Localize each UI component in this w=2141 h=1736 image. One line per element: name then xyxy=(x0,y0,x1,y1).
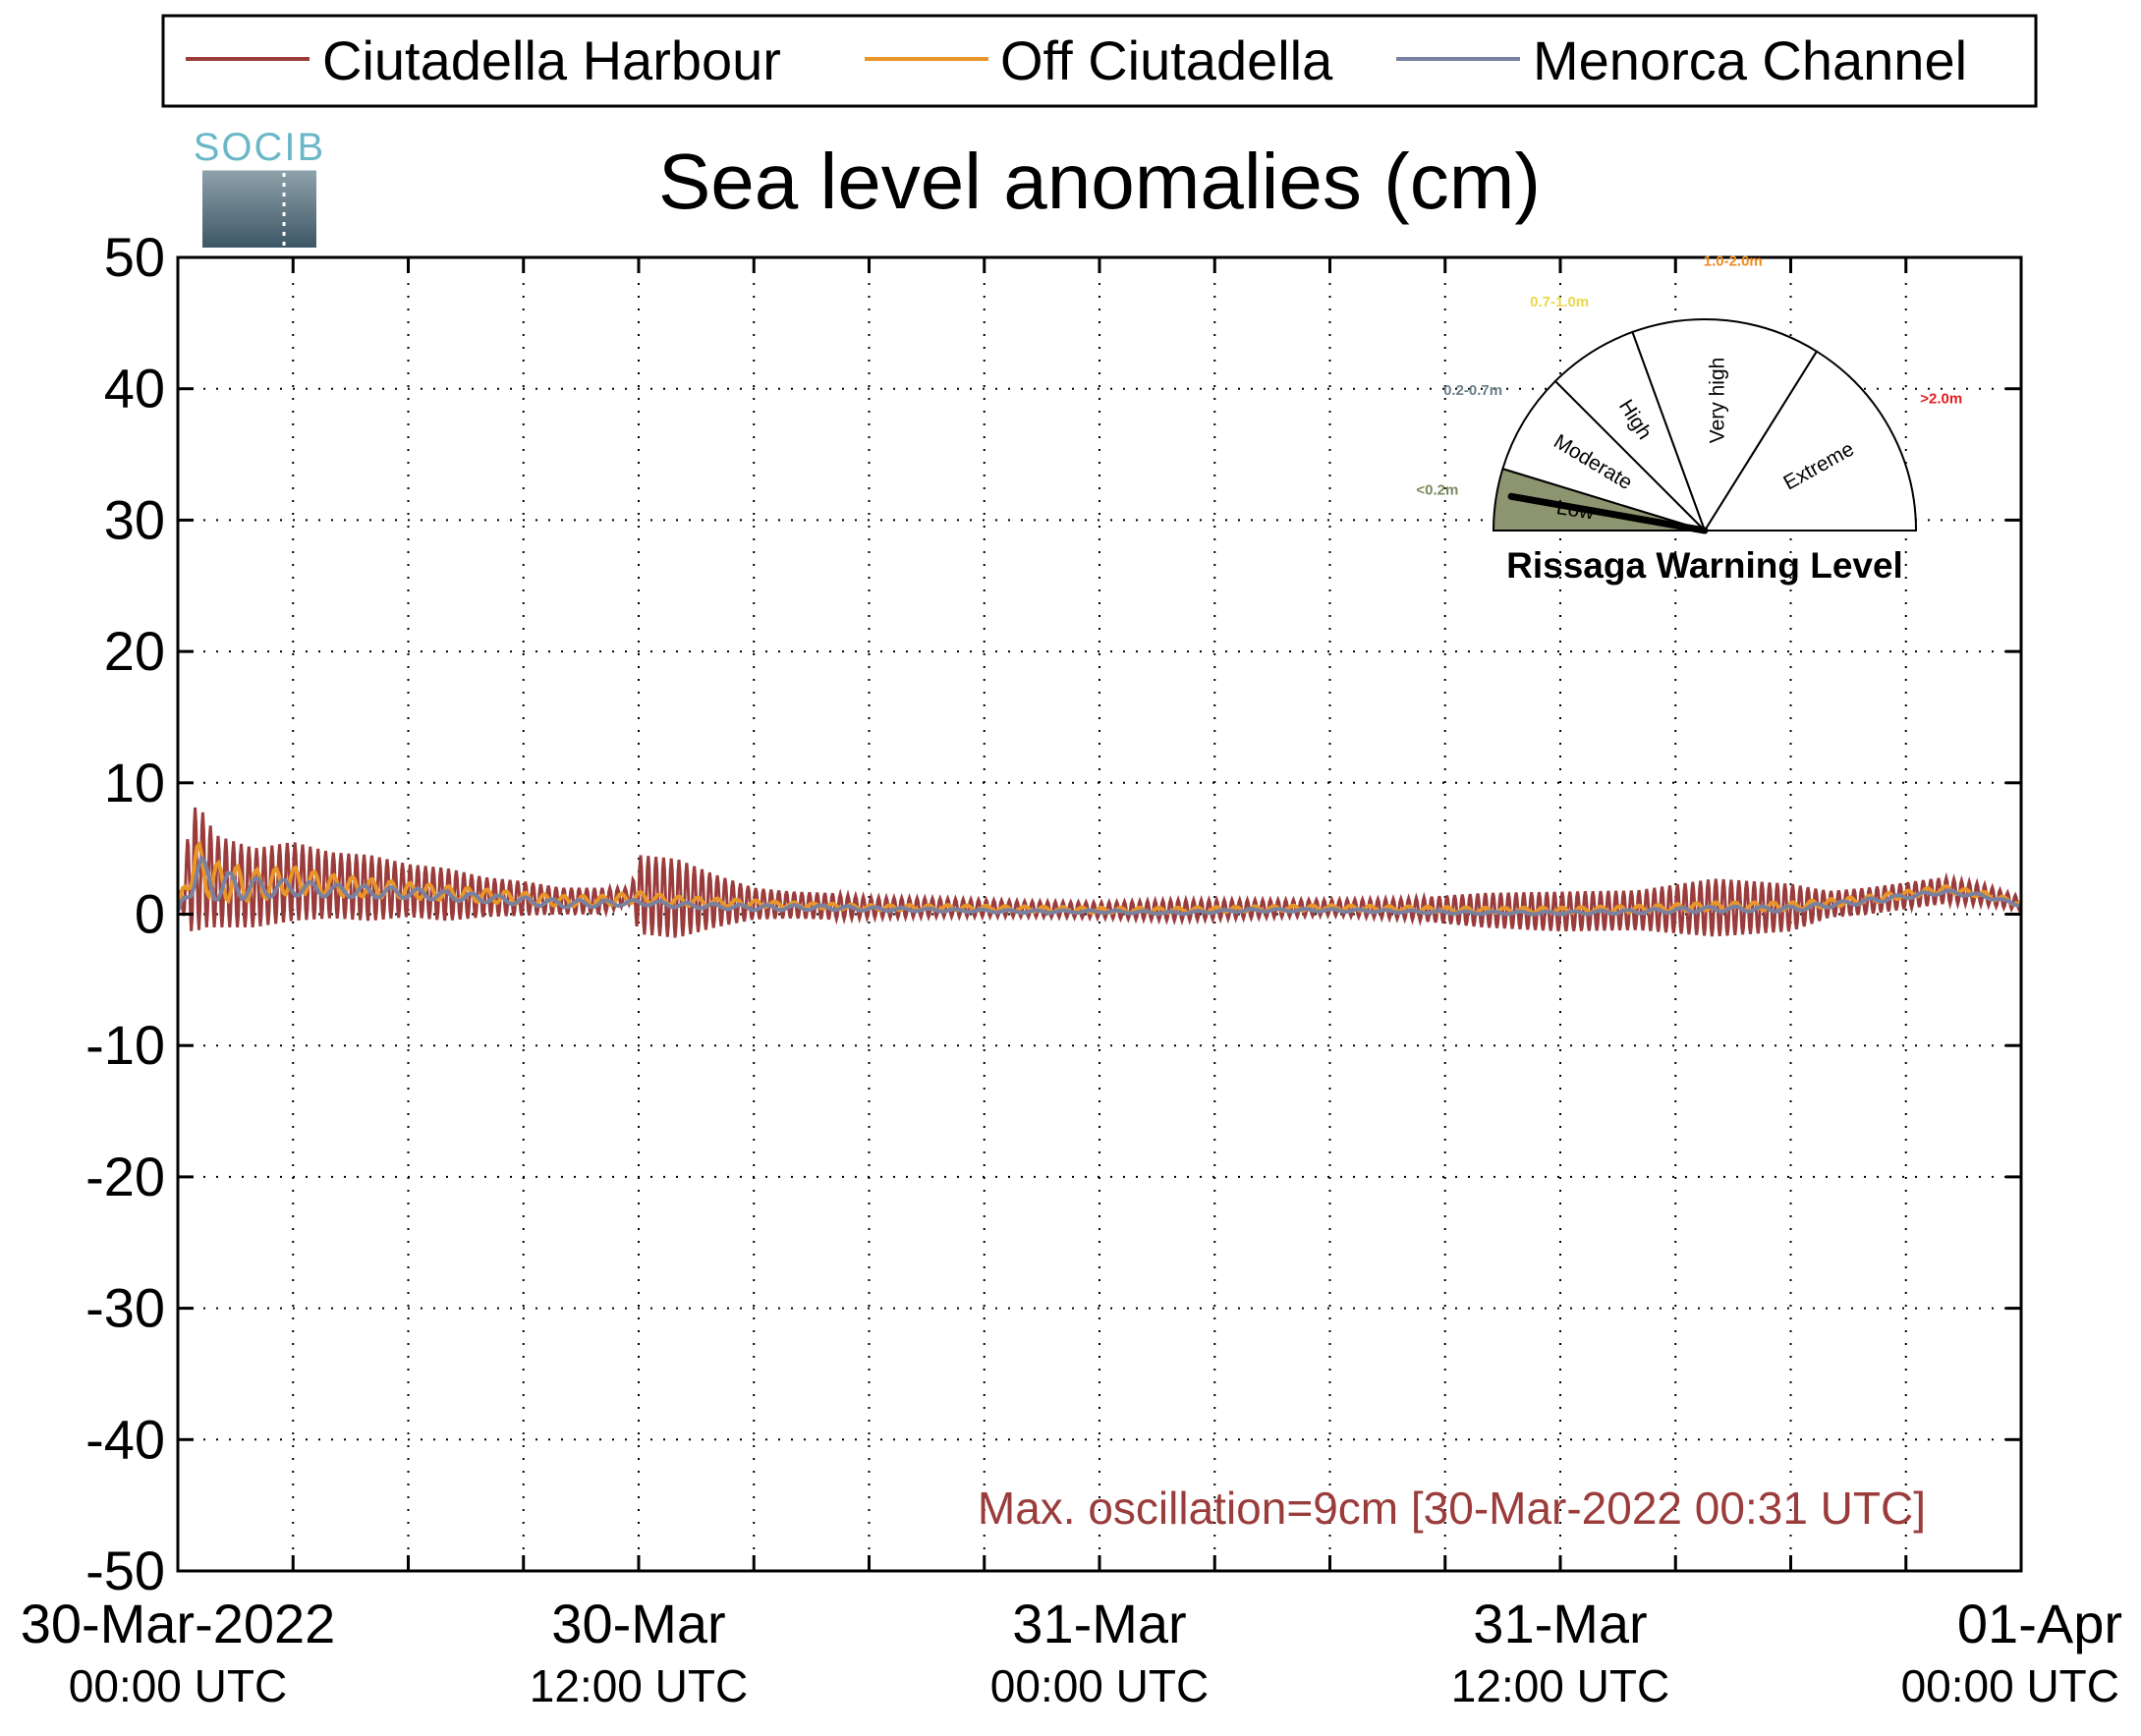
y-tick-label: 20 xyxy=(104,620,165,682)
gauge-range-label: 1.0-2.0m xyxy=(1704,252,1763,269)
x-tick-time-label: 00:00 UTC xyxy=(69,1660,287,1711)
y-tick-label: 10 xyxy=(104,752,165,813)
legend-label-ciutadella-harbour: Ciutadella Harbour xyxy=(322,29,781,91)
y-tick-label: -50 xyxy=(85,1540,165,1601)
socib-logo-text: SOCIB xyxy=(194,126,325,169)
y-tick-label: 40 xyxy=(104,358,165,420)
y-tick-label: 50 xyxy=(104,226,165,288)
legend-label-menorca-channel: Menorca Channel xyxy=(1533,29,1967,91)
x-tick-time-label: 00:00 UTC xyxy=(990,1660,1209,1711)
legend-label-off-ciutadella: Off Ciutadella xyxy=(1000,29,1333,91)
y-tick-label: -30 xyxy=(85,1277,165,1339)
series-layer xyxy=(178,807,2021,938)
gauge-sector-extreme xyxy=(1703,350,1918,532)
x-tick-date-label: 31-Mar xyxy=(1012,1593,1186,1654)
gauge-sector-very-high xyxy=(1631,318,1819,533)
y-tick-label: -10 xyxy=(85,1014,165,1076)
socib-logo: SOCIB xyxy=(194,126,325,248)
gauge-sector-label: Very high xyxy=(1706,358,1728,444)
gauge-sector-moderate xyxy=(1501,379,1706,532)
x-tick-time-label: 00:00 UTC xyxy=(1901,1660,2119,1711)
x-tick-time-label: 12:00 UTC xyxy=(1451,1660,1669,1711)
gauge-title: Rissaga Warning Level xyxy=(1506,545,1903,586)
gauge-range-label: 0.2-0.7m xyxy=(1443,382,1502,399)
x-tick-date-label: 30-Mar xyxy=(551,1593,725,1654)
gauge-range-label: <0.2m xyxy=(1416,481,1458,498)
gauge-needle xyxy=(1507,492,1709,534)
series-line-menorca-channel xyxy=(178,854,2020,917)
x-tick-time-label: 12:00 UTC xyxy=(530,1660,748,1711)
y-tick-label: -20 xyxy=(85,1146,165,1207)
y-tick-label: -40 xyxy=(85,1408,165,1470)
y-tick-label: 0 xyxy=(135,883,165,945)
x-tick-date-label: 30-Mar-2022 xyxy=(21,1593,336,1654)
y-tick-label: 30 xyxy=(104,488,165,550)
y-axis: 50 40 30 20 10 0 -10 -20 -30 -40 -50 xyxy=(85,226,2021,1601)
series-line-off-ciutadella xyxy=(178,839,2021,916)
socib-logo-band xyxy=(202,169,316,248)
legend-box xyxy=(161,14,2038,108)
legend: Ciutadella Harbour Off Ciutadella Menorc… xyxy=(161,14,2038,108)
max-oscillation-annotation: Max. oscillation=9cm [30-Mar-2022 00:31 … xyxy=(978,1483,1926,1534)
x-axis: 30-Mar-2022 00:00 UTC 30-Mar 12:00 UTC 31-Ma… xyxy=(21,257,2122,1711)
x-tick-date-label: 31-Mar xyxy=(1473,1593,1647,1654)
rissaga-gauge: Low<0.2mModerate0.2-0.7mHigh0.7-1.0mVery… xyxy=(1416,252,1962,534)
gauge-range-label: 0.7-1.0m xyxy=(1530,294,1589,310)
gauge-range-label: >2.0m xyxy=(1920,391,1962,408)
series-line-ciutadella-harbour xyxy=(178,807,2021,938)
x-tick-date-label: 01-Apr xyxy=(1957,1593,2122,1654)
chart-title: Sea level anomalies (cm) xyxy=(658,138,1541,225)
